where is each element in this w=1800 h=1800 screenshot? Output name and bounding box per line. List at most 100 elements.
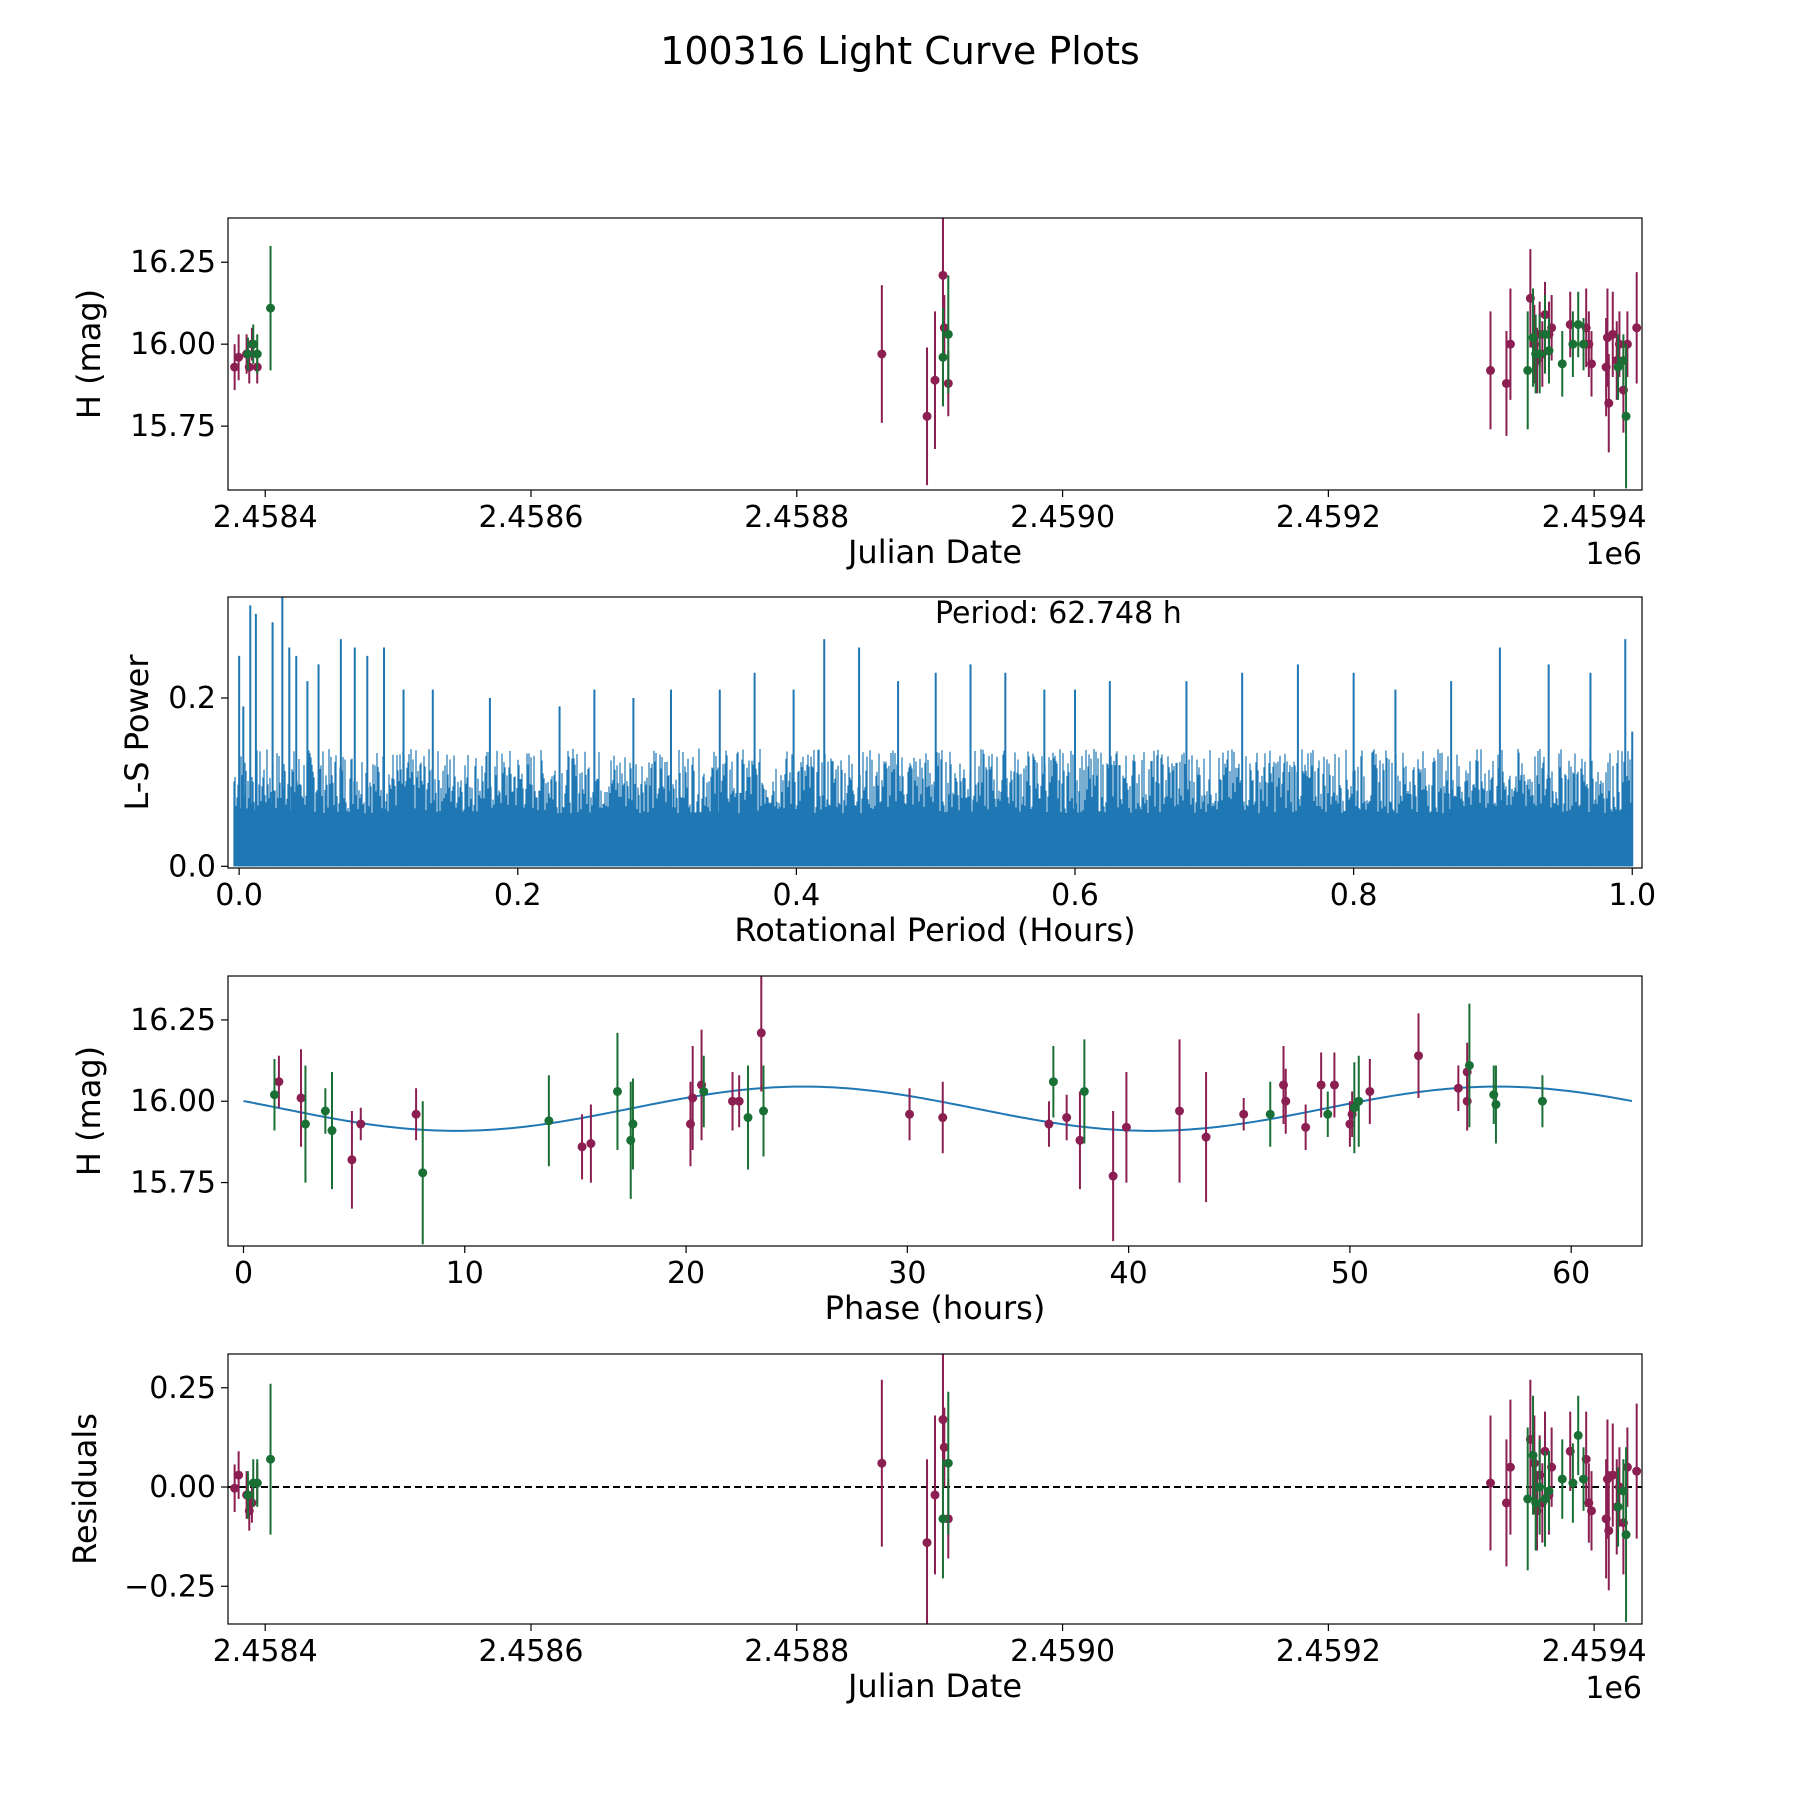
data-point bbox=[628, 1119, 638, 1129]
lightcurve-panel: 2.4584 2.4586 2.4588 2.4590 2.4592 2.4594 15.7… bbox=[70, 217, 1647, 572]
data-point bbox=[269, 1090, 279, 1100]
data-point bbox=[1531, 1498, 1541, 1508]
data-point bbox=[230, 1483, 240, 1493]
x-axis-label: Rotational Period (Hours) bbox=[734, 911, 1135, 949]
periodogram-panel: Period: 62.748 h 0.0 0.2 0.4 0.6 0.8 1.0 0.0 0.2… bbox=[118, 596, 1656, 949]
data-point bbox=[1568, 339, 1578, 349]
data-point bbox=[688, 1093, 698, 1103]
data-point bbox=[411, 1109, 421, 1119]
data-point bbox=[728, 1096, 738, 1106]
data-point bbox=[930, 1490, 940, 1500]
data-point bbox=[938, 270, 948, 280]
data-point bbox=[1584, 1498, 1594, 1508]
x-tick-label: 2.4588 bbox=[744, 500, 849, 535]
y-tick-label: 15.75 bbox=[130, 409, 216, 444]
x-tick-label: 0.8 bbox=[1330, 878, 1378, 913]
data-point bbox=[699, 1086, 709, 1096]
data-point bbox=[243, 349, 253, 359]
y-axis-label: Residuals bbox=[66, 1413, 104, 1565]
data-point bbox=[1573, 320, 1583, 330]
data-point bbox=[1540, 1494, 1550, 1504]
data-point bbox=[1044, 1119, 1054, 1129]
data-point bbox=[1121, 1122, 1131, 1132]
data-point bbox=[296, 1093, 306, 1103]
data-point bbox=[938, 1415, 948, 1425]
data-point bbox=[1265, 1109, 1275, 1119]
data-point bbox=[922, 1538, 932, 1548]
data-point bbox=[1613, 362, 1623, 372]
data-point bbox=[1501, 378, 1511, 388]
axes-frame bbox=[227, 217, 1643, 491]
y-tick-label: 0.25 bbox=[149, 1371, 216, 1406]
data-point bbox=[234, 1470, 244, 1480]
data-point bbox=[1632, 323, 1642, 333]
y-tick-label: 16.25 bbox=[130, 245, 216, 280]
data-point bbox=[230, 362, 240, 372]
data-point bbox=[938, 1113, 948, 1123]
x-tick-label: 1.0 bbox=[1608, 878, 1656, 913]
data-point bbox=[234, 352, 244, 362]
y-tick-label: −0.25 bbox=[124, 1569, 216, 1604]
plot-area bbox=[230, 218, 1642, 489]
data-point bbox=[1316, 1080, 1326, 1090]
x-tick-label: 50 bbox=[1331, 1256, 1369, 1291]
x-tick-label: 2.4590 bbox=[1010, 500, 1115, 535]
data-point bbox=[1621, 411, 1631, 421]
model-curve bbox=[243, 1085, 1633, 1132]
y-axis-label: L-S Power bbox=[118, 654, 156, 811]
x-tick-label: 40 bbox=[1110, 1256, 1148, 1291]
data-point bbox=[930, 375, 940, 385]
x-tick-label: 0.2 bbox=[494, 878, 542, 913]
data-point bbox=[1048, 1077, 1058, 1087]
x-tick-label: 2.4590 bbox=[1010, 1634, 1115, 1669]
data-point bbox=[1453, 1083, 1463, 1093]
data-point bbox=[586, 1139, 596, 1149]
x-tick-label: 2.4592 bbox=[1276, 1634, 1381, 1669]
x-tick-label: 2.4588 bbox=[744, 1634, 849, 1669]
data-point bbox=[759, 1106, 769, 1116]
data-point bbox=[266, 303, 276, 313]
data-point bbox=[938, 352, 948, 362]
x-tick-label: 2.4584 bbox=[213, 1634, 318, 1669]
y-tick-label: 16.00 bbox=[130, 327, 216, 362]
data-point bbox=[1281, 1096, 1291, 1106]
data-point bbox=[577, 1142, 587, 1152]
x-offset-text: 1e6 bbox=[1585, 537, 1642, 572]
x-axis-label: Julian Date bbox=[846, 1667, 1022, 1705]
data-point bbox=[1544, 346, 1554, 356]
data-point bbox=[244, 362, 254, 372]
data-point bbox=[243, 1490, 253, 1500]
data-point bbox=[1523, 365, 1533, 375]
data-point bbox=[1491, 1099, 1501, 1109]
plot-area bbox=[243, 976, 1633, 1245]
data-point bbox=[1505, 339, 1515, 349]
data-point bbox=[734, 1096, 744, 1106]
period-annotation: Period: 62.748 h bbox=[935, 596, 1182, 631]
data-point bbox=[938, 1514, 948, 1524]
data-point bbox=[1608, 329, 1618, 339]
axes-frame bbox=[227, 1353, 1643, 1625]
data-point bbox=[544, 1116, 554, 1126]
data-point bbox=[327, 1126, 337, 1136]
data-point bbox=[418, 1168, 428, 1178]
data-point bbox=[1414, 1051, 1424, 1061]
y-tick-label: 16.00 bbox=[130, 1084, 216, 1119]
data-point bbox=[1108, 1171, 1118, 1181]
x-tick-label: 0.0 bbox=[215, 878, 263, 913]
data-point bbox=[1349, 1103, 1359, 1113]
x-axis-label: Phase (hours) bbox=[825, 1289, 1046, 1327]
x-offset-text: 1e6 bbox=[1585, 1671, 1642, 1706]
data-point bbox=[266, 1454, 276, 1464]
axes-frame bbox=[227, 975, 1643, 1247]
data-point bbox=[1486, 1478, 1495, 1488]
y-tick-label: 16.25 bbox=[130, 1003, 216, 1038]
x-tick-label: 2.4586 bbox=[479, 1634, 584, 1669]
data-point bbox=[939, 1442, 949, 1452]
series-g bbox=[243, 1383, 1631, 1623]
data-point bbox=[1175, 1106, 1185, 1116]
data-point bbox=[943, 329, 953, 339]
data-point bbox=[300, 1119, 310, 1129]
series-g bbox=[269, 1003, 1547, 1245]
data-point bbox=[1529, 1458, 1539, 1468]
series-g bbox=[243, 245, 1631, 489]
